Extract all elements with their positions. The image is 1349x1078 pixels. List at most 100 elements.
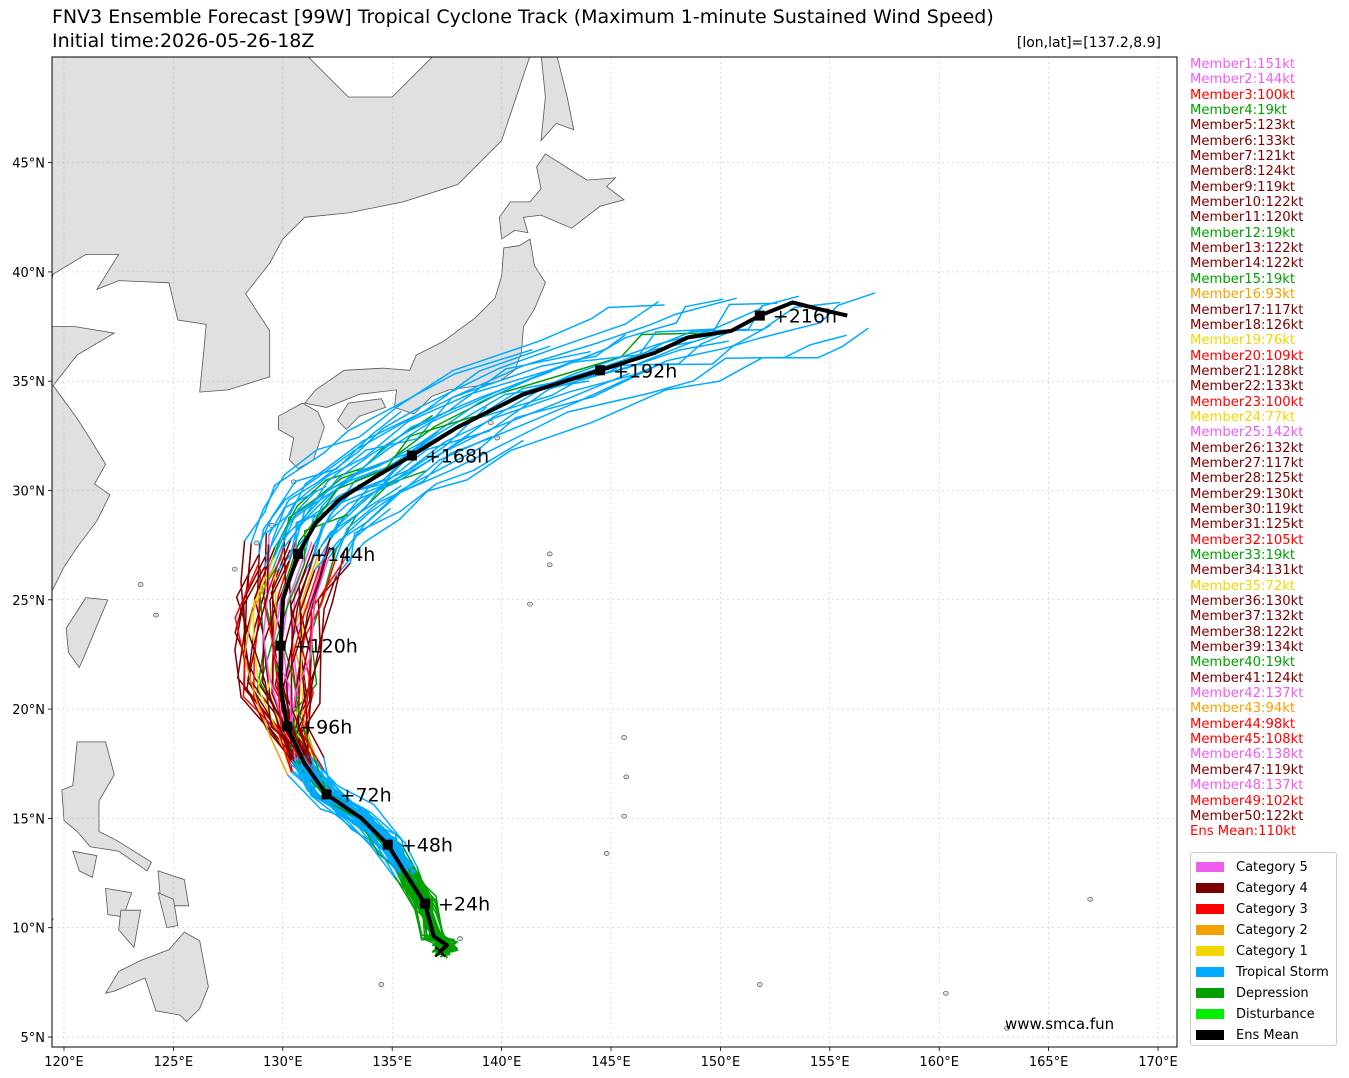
member-intensity-item: Member7:121kt [1190, 149, 1296, 165]
member-track-segment [654, 328, 716, 333]
member-track-segment [364, 437, 419, 452]
member-track-segment [374, 841, 396, 878]
member-track-segment [570, 354, 640, 364]
member-intensity-item: Member34:131kt [1190, 563, 1304, 579]
member-track-segment [402, 845, 418, 874]
member-track-segment [325, 476, 351, 499]
member-track-segment [679, 340, 729, 351]
member-track-segment [252, 604, 255, 647]
member-track-segment [496, 391, 571, 418]
member-track-segment [809, 334, 847, 346]
lon-tick-label: 145°E [591, 1055, 631, 1070]
land-leyte [157, 892, 179, 929]
member-intensity-item: Member5:123kt [1190, 118, 1296, 134]
member-track-segment [352, 421, 405, 452]
legend-label: Ens Mean [1236, 1027, 1299, 1043]
forecast-hour-label: +144h [311, 544, 375, 566]
member-track-segment [441, 393, 507, 433]
islet [253, 540, 260, 546]
member-track-segment [273, 452, 325, 486]
member-track-segment [647, 380, 695, 395]
member-track-segment [384, 435, 411, 471]
member-track-segment [313, 480, 329, 503]
member-track-segment [411, 873, 437, 902]
member-track-segment [558, 356, 623, 377]
forecast-hour-marker [275, 640, 286, 651]
member-track-segment [319, 808, 360, 823]
member-track-segment [251, 566, 275, 614]
legend-swatch [1196, 946, 1224, 956]
forecast-hour-label: +72h [340, 784, 392, 806]
member-track-segment [281, 513, 297, 547]
member-track-segment [381, 406, 422, 430]
member-track-segment [624, 322, 678, 339]
member-track-segment [599, 348, 656, 369]
member-intensity-item: Member21:128kt [1190, 363, 1304, 379]
member-track-segment [268, 733, 289, 776]
member-track-segment [310, 560, 345, 611]
member-track-segment [296, 553, 315, 608]
legend-label: Category 2 [1236, 922, 1308, 938]
islet [546, 562, 553, 568]
lon-tick-label: 130°E [263, 1055, 303, 1070]
member-track-segment [693, 357, 727, 382]
member-track-segment [294, 475, 329, 504]
lat-tick-label: 30°N [12, 485, 45, 500]
member-intensity-item: Member28:125kt [1190, 471, 1304, 487]
member-track-segment [724, 356, 786, 360]
member-intensity-item: Member33:19kt [1190, 548, 1296, 563]
member-track-segment [435, 469, 475, 485]
member-track-segment [298, 585, 303, 638]
member-track-segment [303, 691, 314, 732]
member-intensity-item: Member50:122kt [1190, 808, 1304, 824]
forecast-hour-marker [282, 721, 293, 732]
member-track-segment [336, 453, 373, 481]
member-track-segment [272, 506, 286, 539]
legend-label: Category 3 [1236, 901, 1308, 917]
member-track-segment [368, 484, 411, 514]
legend-item: Depression [1196, 983, 1309, 1003]
member-track-segment [278, 732, 293, 773]
lat-tick-label: 25°N [12, 594, 45, 609]
forecast-hour-marker [293, 548, 304, 559]
member-intensity-item: Member37:132kt [1190, 609, 1304, 625]
ens-mean-line [278, 300, 848, 954]
member-track-segment [422, 452, 452, 483]
member-track-segment [296, 479, 327, 507]
member-track-segment [371, 431, 407, 455]
member-track-segment [392, 373, 456, 408]
member-track-segment [841, 327, 869, 348]
member-track-segment [310, 794, 344, 822]
member-track-segment [272, 641, 279, 686]
member-track-segment [243, 655, 257, 700]
legend-label: Category 5 [1236, 859, 1308, 875]
member-track-segment [298, 644, 302, 685]
member-track-segment [370, 411, 402, 436]
member-track-segment [495, 401, 577, 437]
member-track-segment [358, 427, 384, 453]
member-intensity-item: Member14:122kt [1190, 256, 1304, 272]
islet [527, 601, 533, 607]
legend-swatch [1196, 988, 1224, 998]
member-track-segment [301, 633, 312, 677]
member-track-segment [300, 593, 317, 647]
member-track-segment [252, 645, 266, 683]
lon-tick-label: 120°E [44, 1055, 84, 1070]
forecast-hour-label: +24h [438, 894, 490, 916]
member-track-segment [313, 513, 332, 546]
member-track-segment [407, 392, 473, 423]
member-intensity-item: Member17:117kt [1190, 302, 1304, 318]
member-track-segment [732, 324, 771, 347]
member-track-segment [236, 677, 266, 713]
member-track-segment [413, 899, 423, 936]
member-track-segment [444, 406, 487, 447]
lat-tick-label: 5°N [21, 1031, 46, 1046]
legend-item: Tropical Storm [1196, 962, 1329, 982]
member-track-segment [452, 365, 543, 398]
legend-label: Category 1 [1236, 943, 1308, 959]
land-mindanao [104, 931, 209, 1023]
member-track-segment [337, 468, 387, 490]
member-track-segment [597, 323, 652, 344]
member-track-segment [329, 506, 367, 539]
member-track-segment [288, 482, 318, 501]
